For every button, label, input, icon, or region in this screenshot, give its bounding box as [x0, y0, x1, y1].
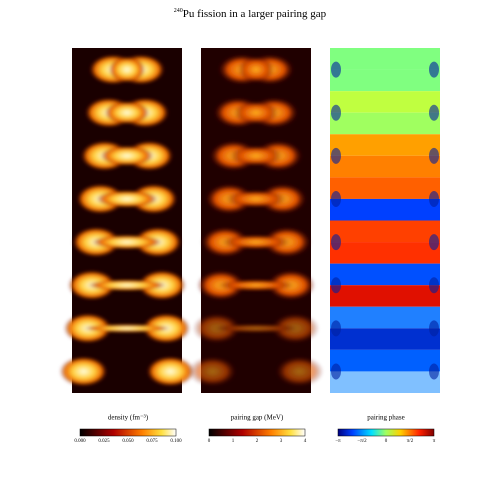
fragment: [63, 313, 191, 344]
neck: [100, 145, 154, 166]
phase-edge: [331, 363, 341, 380]
neck: [229, 145, 283, 166]
phase-edge: [331, 320, 341, 337]
neck: [83, 324, 171, 333]
phase-edge: [429, 147, 439, 164]
fragment: [218, 54, 294, 85]
fragment: [84, 97, 170, 128]
phase-band: [330, 285, 440, 307]
phase-band: [330, 242, 440, 264]
neck: [96, 190, 158, 208]
phase-edge: [429, 61, 439, 78]
neck: [109, 56, 145, 83]
colorbar: [79, 428, 177, 437]
colorbar-tick-label: −π: [335, 439, 341, 444]
colorbar-tick-label: −π/2: [357, 439, 367, 444]
phase-edge: [429, 320, 439, 337]
phase-edge: [331, 147, 341, 164]
lobe: [275, 356, 324, 387]
colorbar-label: pairing phase: [367, 414, 405, 422]
colorbar-tick-label: 3: [280, 439, 283, 444]
phase-edge: [429, 104, 439, 121]
phase-edge: [429, 277, 439, 294]
neck: [238, 56, 274, 83]
lobe: [59, 356, 108, 387]
phase-band: [330, 198, 440, 221]
colorbar-tick-label: 0: [385, 439, 388, 444]
fragment: [201, 227, 311, 258]
phase-edge: [331, 234, 341, 251]
fragment: [76, 183, 178, 214]
colorbar-label: density (fm⁻³): [108, 414, 149, 422]
panel: pairing phase −π −π/2 0 π/2 π: [330, 48, 440, 444]
neck: [92, 235, 162, 250]
neck: [233, 101, 279, 125]
neck: [104, 101, 150, 125]
lobe: [188, 356, 237, 387]
neck: [212, 324, 300, 333]
neck: [225, 190, 287, 208]
colorbar: [337, 428, 435, 437]
colorbar-tick-label: 0: [208, 439, 211, 444]
colorbar-tick-label: 0.100: [170, 439, 182, 444]
phase-edge: [331, 190, 341, 207]
fragment: [68, 270, 186, 301]
colorbar-tick-label: 2: [256, 439, 259, 444]
fragment: [59, 356, 195, 387]
phase-band: [330, 112, 440, 135]
title-main: Pu fission in a larger pairing gap: [183, 8, 327, 20]
phase-band: [330, 220, 440, 243]
phase-band: [330, 306, 440, 329]
neck: [217, 279, 295, 291]
colorbar-tick-label: π: [433, 439, 436, 444]
title: 240Pu fission in a larger pairing gap: [174, 8, 327, 20]
colorbar-label: pairing gap (MeV): [231, 414, 284, 422]
colorbar: [208, 428, 306, 437]
colorbar-tick-label: 0.025: [98, 439, 110, 444]
fragment: [89, 54, 165, 85]
phase-band: [330, 48, 440, 70]
panel: pairing gap (MeV) 0 1 2 3 4: [188, 48, 324, 444]
colorbar-tick-label: π/2: [407, 439, 414, 444]
phase-band: [330, 69, 440, 92]
fragment: [192, 313, 320, 344]
neck: [88, 279, 166, 291]
panel: density (fm⁻³) 0.000 0.025 0.050 0.075 0.100: [59, 48, 195, 444]
fragment: [72, 227, 182, 258]
colorbar-tick-label: 0.075: [146, 439, 158, 444]
phase-band: [330, 328, 440, 350]
phase-band: [330, 263, 440, 286]
fragment: [205, 183, 307, 214]
phase-edge: [429, 363, 439, 380]
phase-band: [330, 349, 440, 372]
fragment: [209, 140, 303, 171]
colorbar-tick-label: 4: [304, 439, 307, 444]
colorbar-tick-label: 0.000: [74, 439, 86, 444]
phase-band: [330, 134, 440, 156]
phase-band: [330, 155, 440, 178]
lobe: [146, 356, 195, 387]
phase-band: [330, 371, 440, 393]
neck: [221, 235, 291, 250]
fragment: [188, 356, 324, 387]
fragment: [197, 270, 315, 301]
fragment: [213, 97, 299, 128]
phase-edge: [331, 104, 341, 121]
phase-band: [330, 91, 440, 113]
colorbar-tick-label: 1: [232, 439, 235, 444]
phase-edge: [429, 234, 439, 251]
phase-edge: [429, 190, 439, 207]
phase-edge: [331, 277, 341, 294]
fragment: [80, 140, 174, 171]
phase-edge: [331, 61, 341, 78]
colorbar-tick-label: 0.050: [122, 439, 134, 444]
phase-band: [330, 177, 440, 199]
title-sup: 240: [174, 8, 183, 14]
